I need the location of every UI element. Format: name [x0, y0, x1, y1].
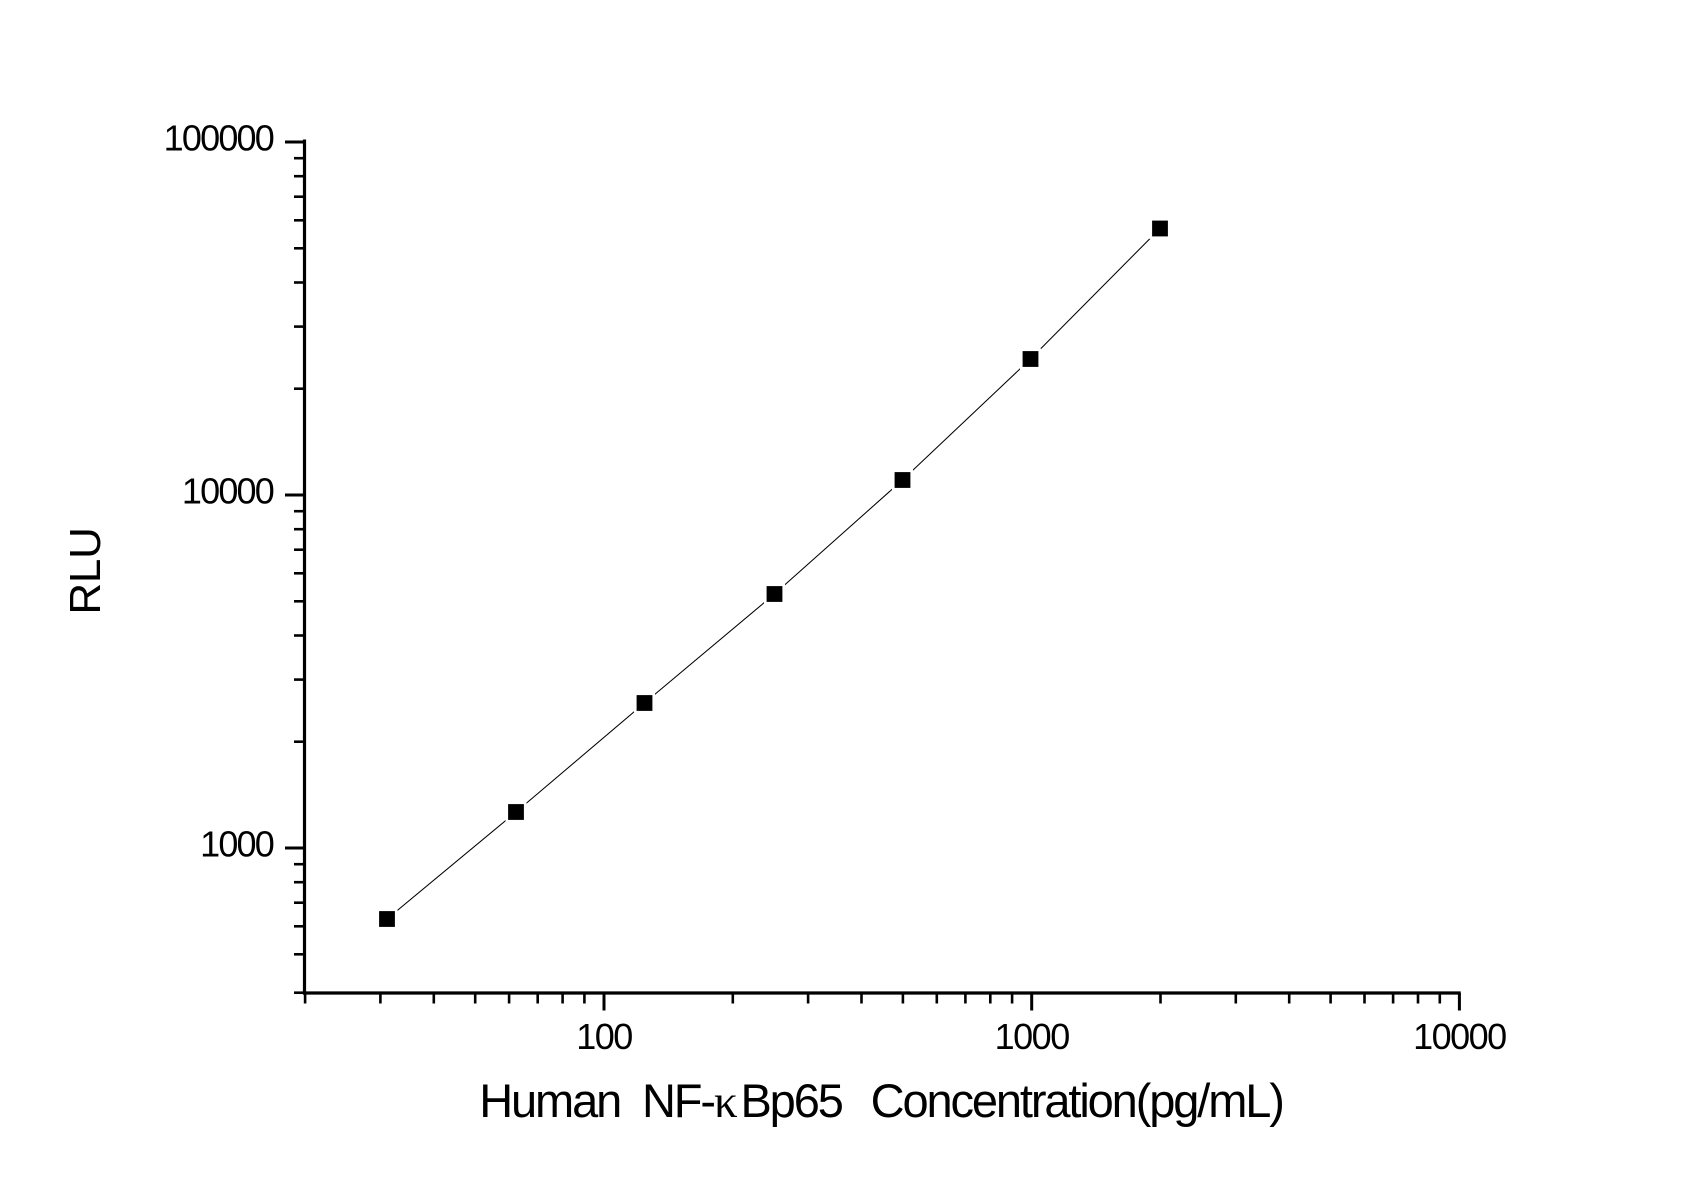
svg-text:RLU: RLU	[61, 527, 110, 614]
svg-text:100: 100	[576, 1016, 632, 1057]
svg-text:100000: 100000	[164, 118, 274, 159]
svg-text:1000: 1000	[995, 1016, 1070, 1057]
svg-text:1000: 1000	[200, 824, 274, 865]
svg-text:10000: 10000	[182, 471, 274, 512]
svg-text:10000: 10000	[1413, 1016, 1506, 1057]
svg-text:Human NF-κ Bp65 Concentratio: Human NF-κ Bp65 Concentration(pg/mL)	[479, 1074, 1283, 1128]
